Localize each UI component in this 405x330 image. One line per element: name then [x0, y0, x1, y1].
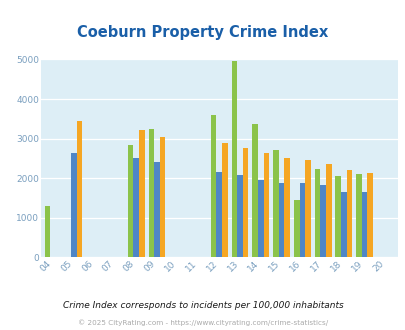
Bar: [320, 185, 325, 257]
Bar: [133, 158, 139, 257]
Bar: [305, 160, 310, 257]
Bar: [242, 148, 248, 257]
Bar: [237, 176, 242, 257]
Bar: [278, 182, 284, 257]
Bar: [299, 182, 305, 257]
Bar: [346, 170, 352, 257]
Bar: [284, 158, 289, 257]
Bar: [77, 121, 82, 257]
Bar: [340, 192, 346, 257]
Bar: [361, 192, 367, 257]
Bar: [45, 206, 50, 257]
Bar: [139, 130, 144, 257]
Bar: [257, 180, 263, 257]
Text: Coeburn Property Crime Index: Coeburn Property Crime Index: [77, 25, 328, 40]
Bar: [148, 129, 154, 257]
Bar: [159, 137, 165, 257]
Bar: [273, 150, 278, 257]
Text: © 2025 CityRating.com - https://www.cityrating.com/crime-statistics/: © 2025 CityRating.com - https://www.city…: [78, 319, 327, 326]
Bar: [252, 123, 257, 257]
Bar: [355, 174, 361, 257]
Bar: [154, 162, 159, 257]
Bar: [335, 176, 340, 257]
Bar: [231, 61, 237, 257]
Bar: [263, 153, 269, 257]
Bar: [216, 172, 222, 257]
Bar: [367, 173, 372, 257]
Bar: [222, 143, 227, 257]
Bar: [325, 164, 331, 257]
Bar: [71, 153, 77, 257]
Bar: [128, 145, 133, 257]
Bar: [210, 115, 216, 257]
Text: Crime Index corresponds to incidents per 100,000 inhabitants: Crime Index corresponds to incidents per…: [62, 301, 343, 310]
Bar: [314, 170, 320, 257]
Bar: [293, 200, 299, 257]
